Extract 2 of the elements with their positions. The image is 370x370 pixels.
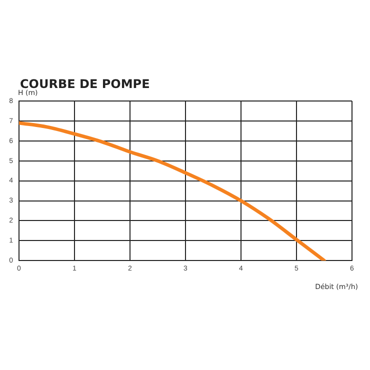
line-series (19, 121, 326, 261)
chart-title: COURBE DE POMPE (20, 77, 150, 91)
